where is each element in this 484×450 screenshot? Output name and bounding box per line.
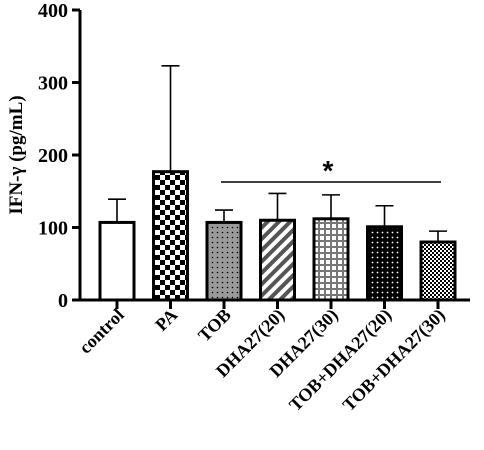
bar-TOB (205, 220, 243, 302)
bar-DHA27(20) (259, 218, 296, 302)
y-tick-label: 200 (38, 145, 68, 167)
error-bars (108, 65, 447, 242)
y-tick-label: 0 (58, 290, 68, 312)
y-axis-title: IFN-γ (pg/mL) (6, 95, 27, 214)
significance-star: * (323, 155, 334, 186)
bars (98, 170, 457, 302)
significance-annotation: * (221, 155, 441, 186)
category-labels: control PA TOBDHA27(20)DHA27(30)TOB+DHA27(… (75, 305, 450, 416)
bar-PA (152, 170, 189, 302)
bar-TOB+DHA27(20) (366, 225, 403, 302)
category-label: TOB (194, 305, 235, 346)
y-tick-label: 300 (38, 73, 68, 95)
y-tick-label: 400 (38, 0, 68, 22)
bar-TOB+DHA27(30) (419, 240, 457, 302)
category-label: PA (151, 305, 181, 335)
y-ticks: 0 100 200 300 400 (38, 0, 80, 312)
y-tick-label: 100 (38, 218, 68, 240)
category-label: TOB+DHA27(30) (339, 305, 450, 416)
category-label: control (75, 305, 128, 358)
bar-DHA27(30) (312, 217, 350, 302)
bar-control (98, 220, 136, 302)
